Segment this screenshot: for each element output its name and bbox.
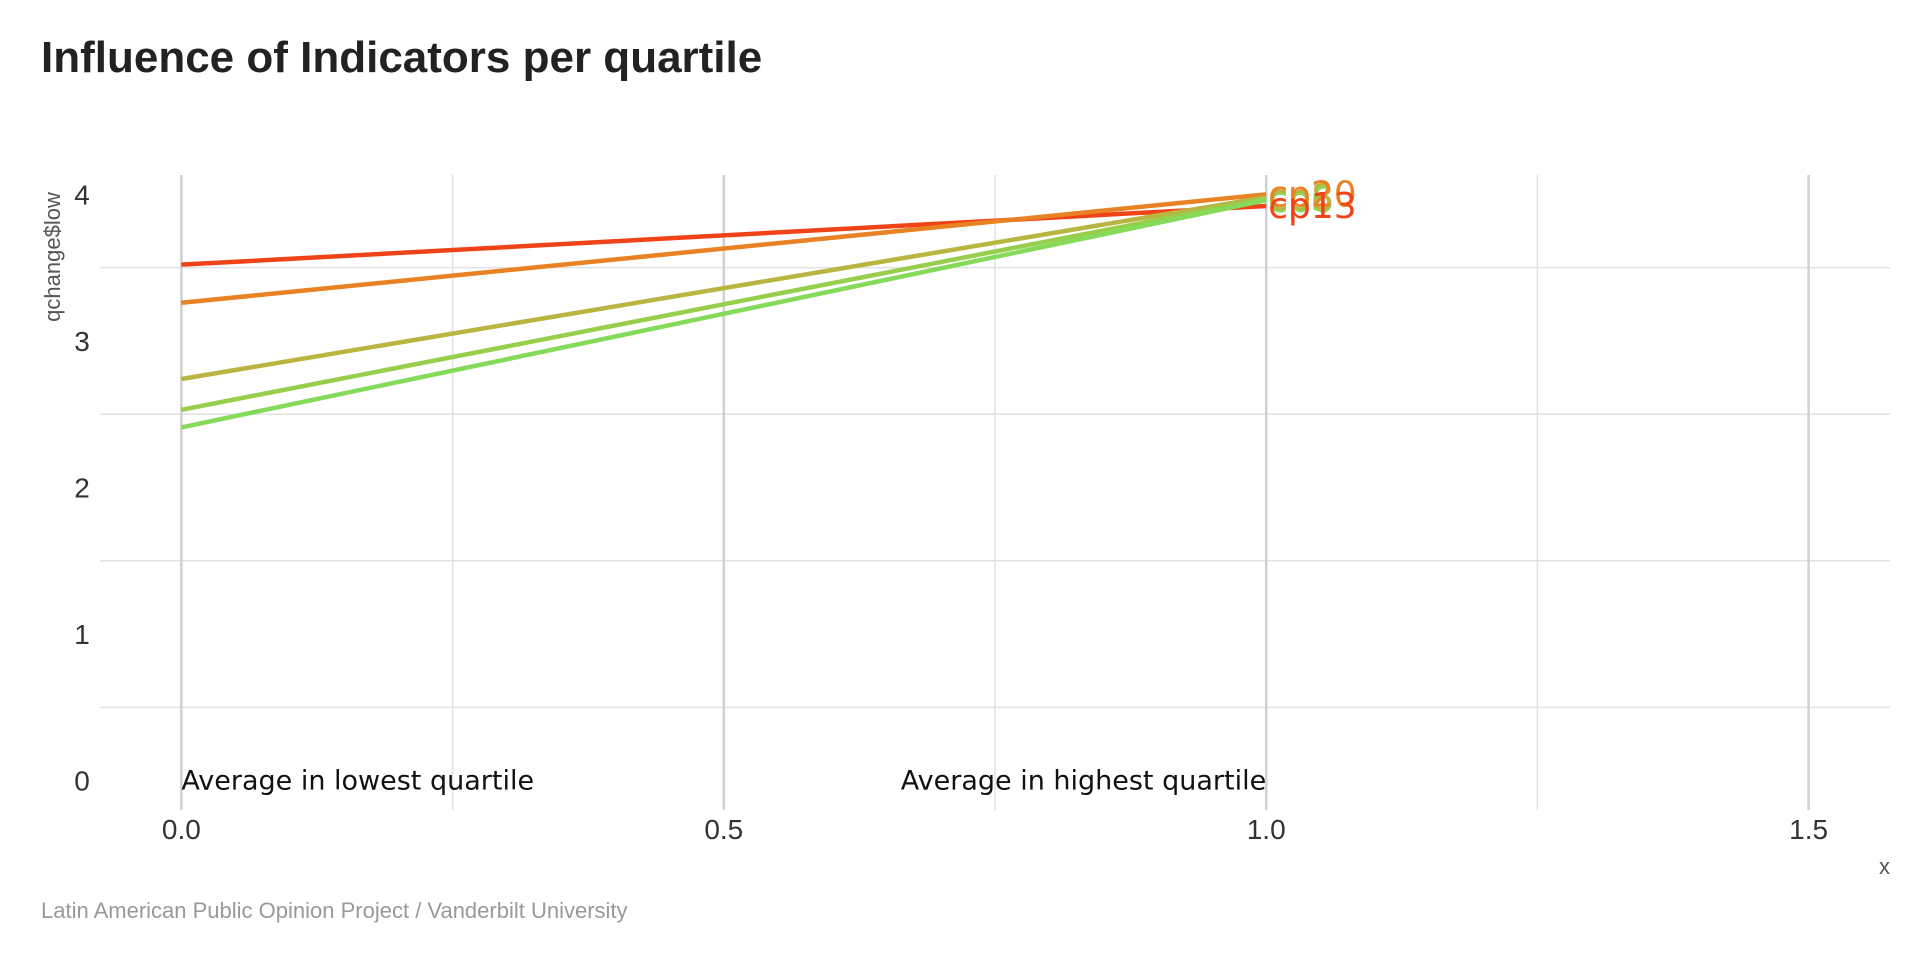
source-caption: Latin American Public Opinion Project / … bbox=[41, 898, 628, 923]
series-line-cp6 bbox=[180, 197, 1267, 430]
series-end-label-cp5: cp5 bbox=[1268, 179, 1334, 220]
series-line-cp5 bbox=[180, 196, 1267, 413]
x-tick-label: 0.5 bbox=[704, 814, 743, 845]
series-end-label-cp8: cp8 bbox=[1268, 177, 1334, 218]
y-tick-label: 2 bbox=[74, 473, 90, 504]
series-line-cp20 bbox=[181, 192, 1267, 306]
y-tick-label: 4 bbox=[74, 179, 90, 210]
chart-title: Influence of Indicators per quartile bbox=[41, 33, 762, 82]
y-tick-label: 3 bbox=[74, 326, 90, 357]
y-tick-label: 1 bbox=[74, 619, 90, 650]
series-end-label-cp20: cp20 bbox=[1268, 174, 1356, 215]
annotation-label: Average in highest quartile bbox=[901, 766, 1266, 797]
annotation-label: Average in lowest quartile bbox=[181, 766, 534, 797]
series-end-label-cp13: cp13 bbox=[1268, 186, 1356, 227]
x-tick-label: 0.0 bbox=[162, 814, 201, 845]
x-tick-label: 1.0 bbox=[1247, 814, 1286, 845]
y-axis-label: qchange$low bbox=[40, 192, 65, 322]
series-end-label-cp6: cp6 bbox=[1268, 180, 1334, 221]
gridlines bbox=[100, 175, 1890, 810]
series-lines bbox=[180, 192, 1267, 430]
x-tick-label: 1.5 bbox=[1789, 814, 1828, 845]
series-line-cp8 bbox=[180, 195, 1267, 382]
series-line-cp13 bbox=[181, 203, 1267, 267]
annotations: Average in lowest quartile Average in hig… bbox=[181, 766, 1266, 797]
x-axis-label: x bbox=[1879, 854, 1890, 879]
x-tick-labels: 0.0 0.5 1.0 1.5 bbox=[162, 814, 1828, 845]
y-tick-label: 0 bbox=[74, 766, 90, 797]
y-tick-labels: 0 1 2 3 4 bbox=[74, 179, 90, 796]
